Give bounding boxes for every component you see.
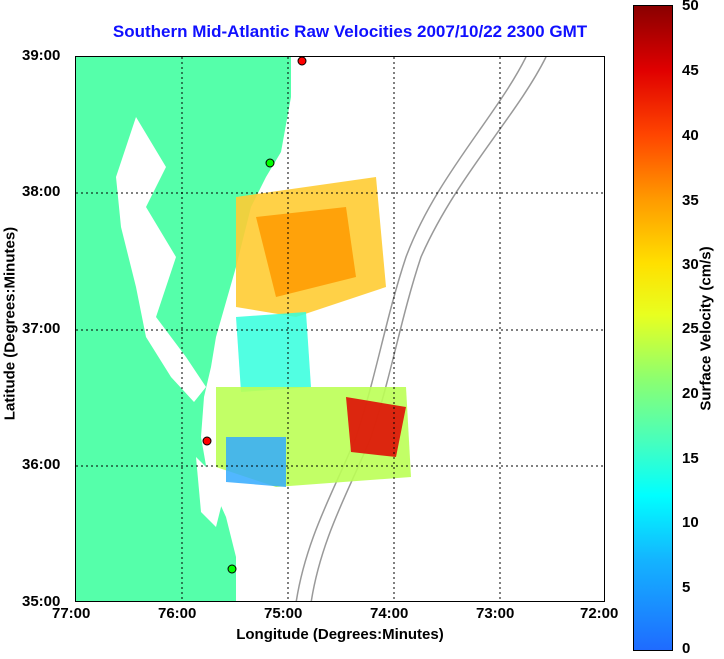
bathymetry-contour xyxy=(295,57,527,601)
x-axis-label: Longitude (Degrees:Minutes) xyxy=(236,626,444,643)
inland-sound xyxy=(196,457,226,527)
y-tick-label: 35:00 xyxy=(22,593,61,610)
velocity-field-north-core xyxy=(256,207,356,297)
colorbar-tick: 5 xyxy=(682,579,691,596)
colorbar-tick: 50 xyxy=(682,0,699,14)
colorbar-tick: 15 xyxy=(682,450,699,467)
velocity-field-south-core xyxy=(346,397,406,457)
x-tick-label: 74:00 xyxy=(370,605,409,622)
x-tick-label: 77:00 xyxy=(52,605,91,622)
colorbar-title: Surface Velocity (cm/s) xyxy=(697,246,715,411)
y-tick-label: 39:00 xyxy=(22,47,61,64)
radar-site-marker xyxy=(202,436,212,446)
velocity-field-mid xyxy=(236,312,311,392)
x-tick-label: 76:00 xyxy=(158,605,197,622)
x-tick-label: 72:00 xyxy=(580,605,619,622)
map-plot-area xyxy=(75,56,605,602)
y-tick-label: 37:00 xyxy=(22,320,61,337)
y-axis-label: Latitude (Degrees:Minutes) xyxy=(1,226,19,421)
colorbar-tick: 25 xyxy=(682,320,699,337)
x-tick-label: 75:00 xyxy=(264,605,303,622)
colorbar-tick: 30 xyxy=(682,256,699,273)
colorbar-tick: 35 xyxy=(682,192,699,209)
chesapeake-bay xyxy=(116,117,206,402)
radar-site-marker xyxy=(265,158,275,168)
colorbar xyxy=(633,5,673,651)
map-svg xyxy=(76,57,604,601)
y-tick-label: 38:00 xyxy=(22,183,61,200)
radar-site-marker xyxy=(297,57,307,66)
map-title: Southern Mid-Atlantic Raw Velocities 200… xyxy=(112,22,588,41)
velocity-field-southwest xyxy=(226,437,286,487)
grid-lines xyxy=(76,57,604,601)
colorbar-tick: 40 xyxy=(682,127,699,144)
colorbar-tick: 10 xyxy=(682,514,699,531)
colorbar-tick: 20 xyxy=(682,385,699,402)
y-tick-label: 36:00 xyxy=(22,456,61,473)
bathymetry-contour xyxy=(310,57,547,601)
colorbar-tick: 0 xyxy=(682,640,691,657)
radar-site-marker xyxy=(227,564,237,574)
colorbar-tick: 45 xyxy=(682,62,699,79)
x-tick-label: 73:00 xyxy=(476,605,515,622)
